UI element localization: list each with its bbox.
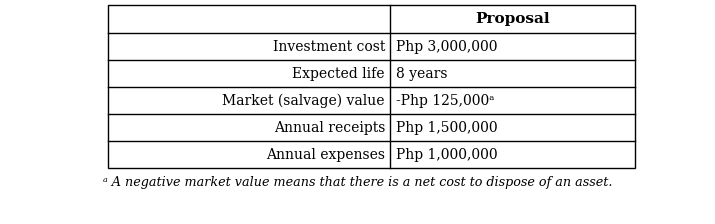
Text: -Php 125,000ᵃ: -Php 125,000ᵃ (396, 93, 495, 108)
Text: ᵃ A negative market value means that there is a net cost to dispose of an asset.: ᵃ A negative market value means that the… (103, 176, 612, 189)
Text: Investment cost: Investment cost (272, 39, 385, 54)
Text: 8 years: 8 years (396, 67, 448, 80)
Text: Expected life: Expected life (292, 67, 385, 80)
Text: Annual expenses: Annual expenses (266, 147, 385, 162)
Text: Market (salvage) value: Market (salvage) value (222, 93, 385, 108)
Text: Php 3,000,000: Php 3,000,000 (396, 39, 498, 54)
Text: Proposal: Proposal (475, 12, 550, 26)
Text: Php 1,000,000: Php 1,000,000 (396, 147, 498, 162)
Bar (108, 5, 635, 168)
Text: Php 1,500,000: Php 1,500,000 (396, 121, 498, 134)
Text: Annual receipts: Annual receipts (274, 121, 385, 134)
